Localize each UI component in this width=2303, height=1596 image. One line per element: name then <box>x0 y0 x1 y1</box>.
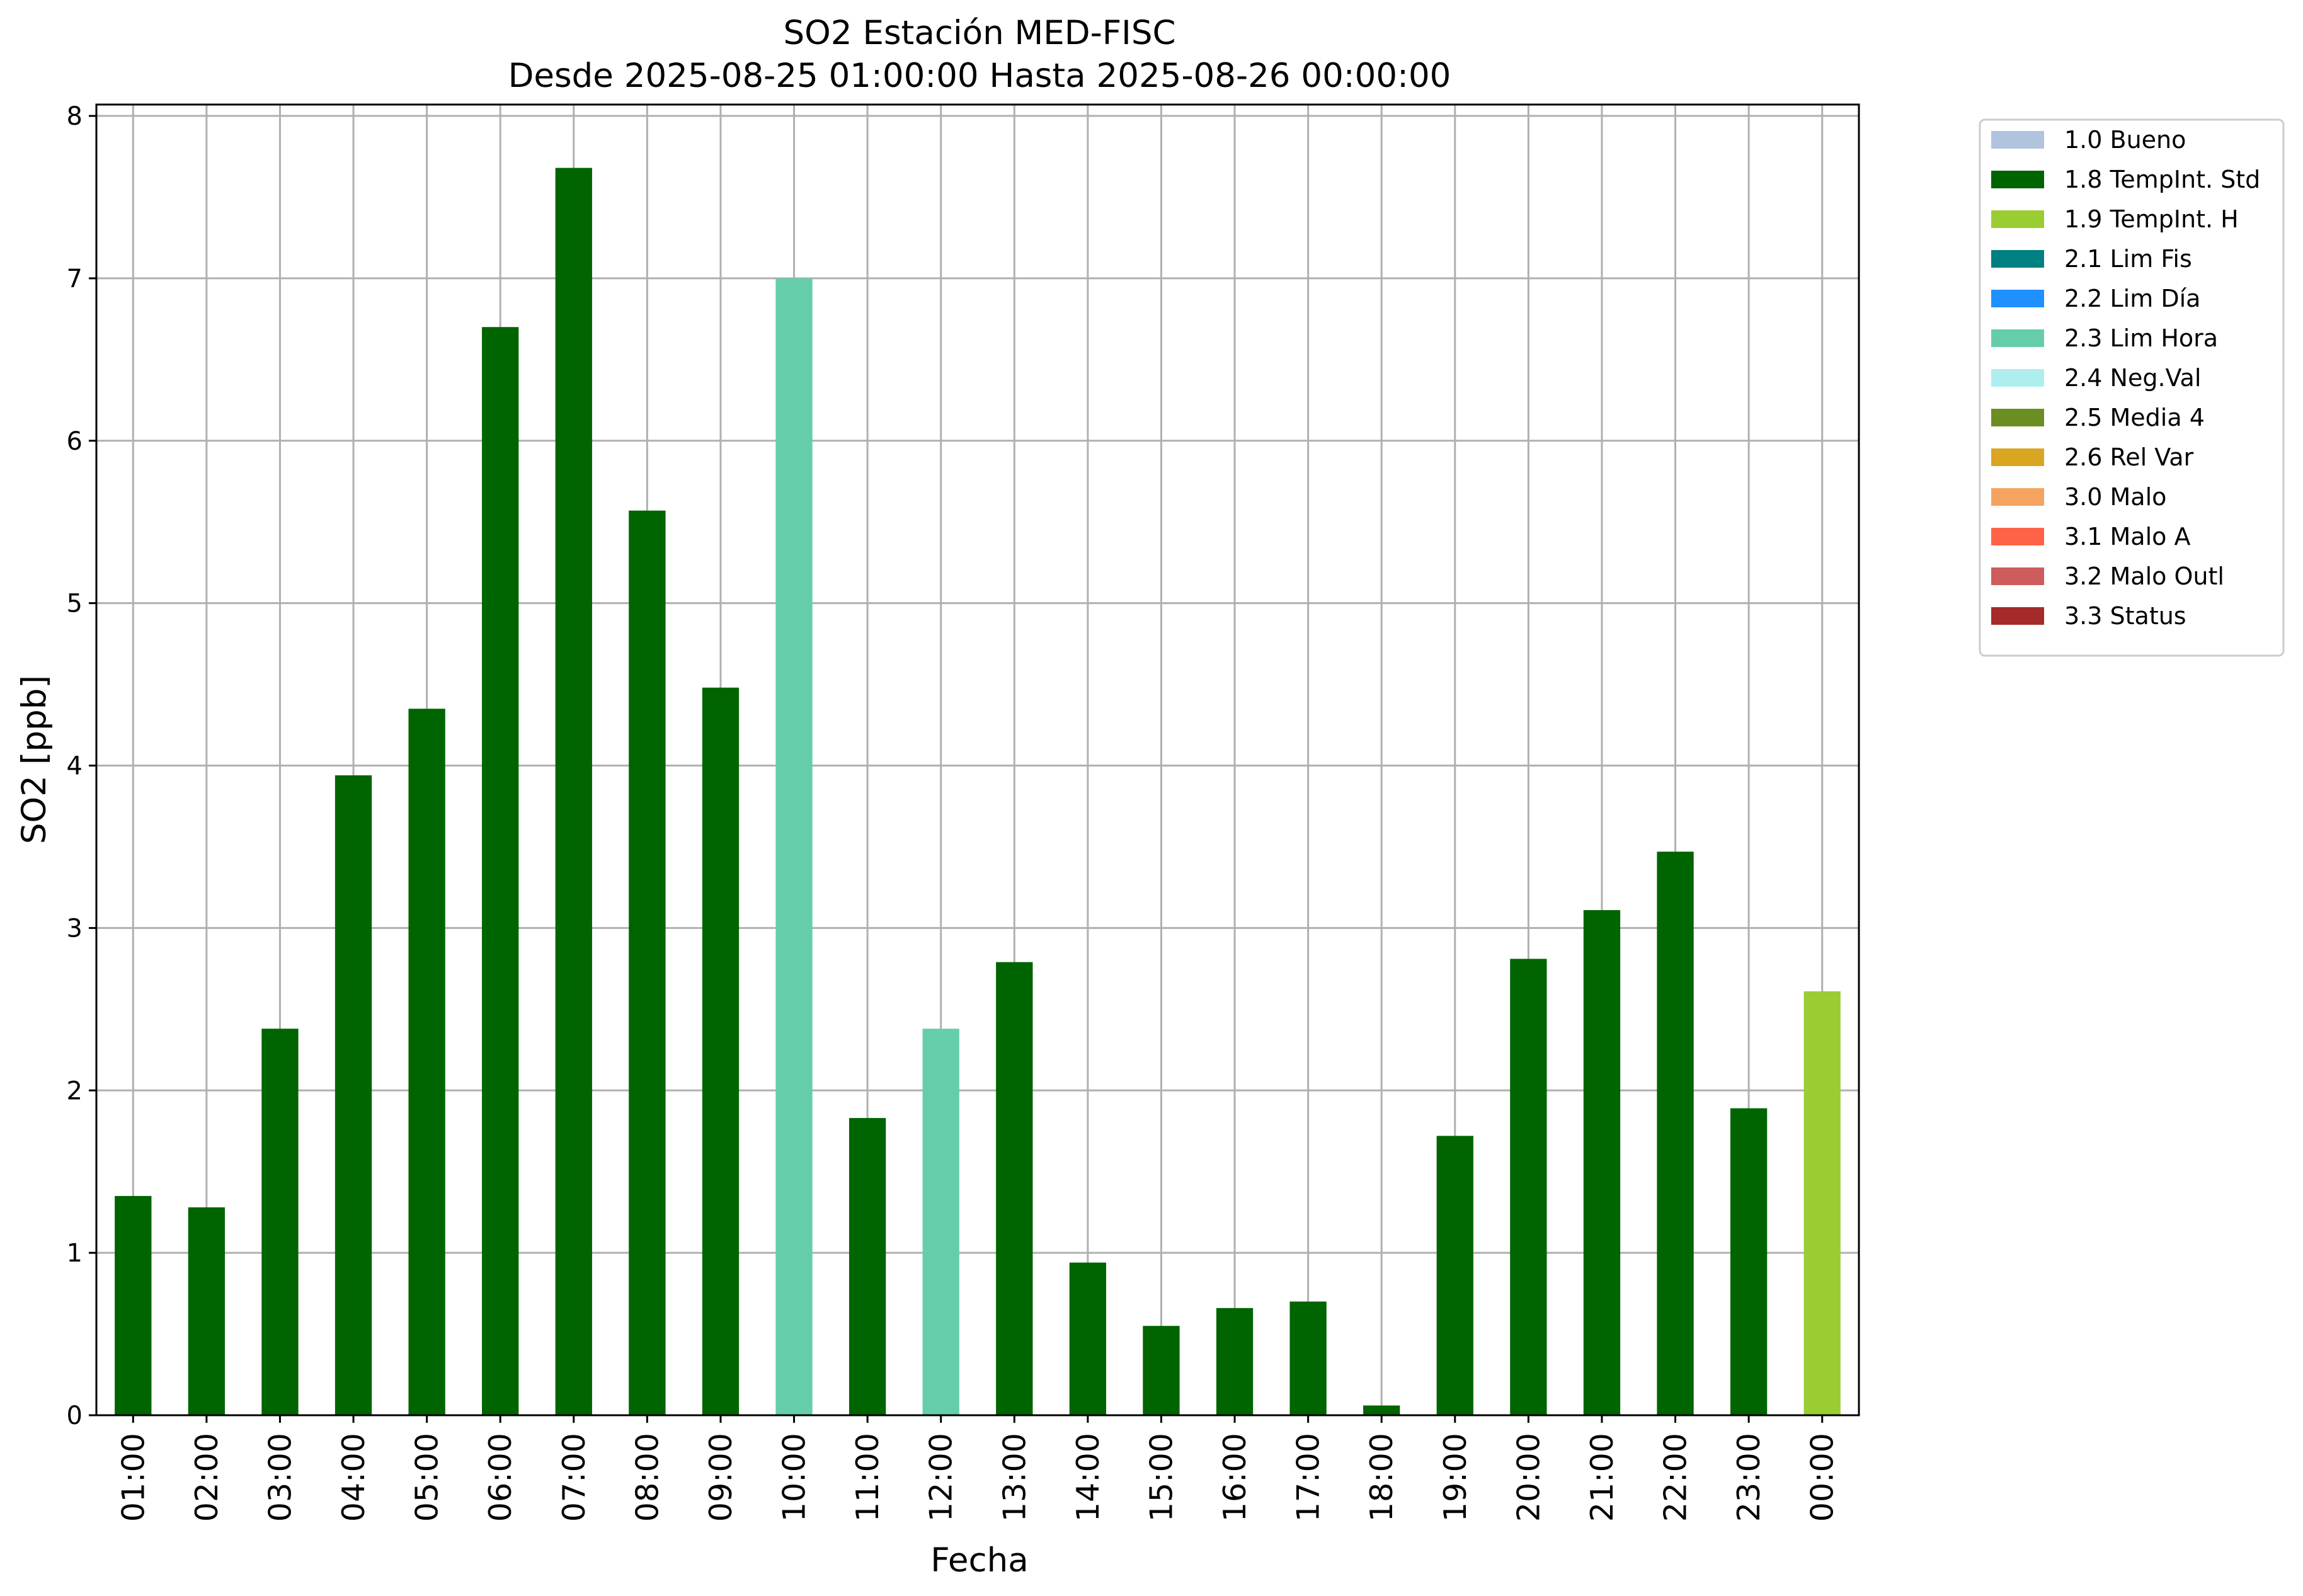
bar <box>482 327 519 1415</box>
bar <box>1143 1326 1180 1415</box>
x-tick-label: 13:00 <box>997 1433 1032 1522</box>
x-tick-label: 17:00 <box>1291 1433 1327 1522</box>
x-tick-label: 19:00 <box>1437 1433 1473 1522</box>
x-tick-label: 23:00 <box>1731 1433 1767 1522</box>
bar <box>408 709 445 1415</box>
legend-swatch <box>1991 210 2044 228</box>
bar <box>1803 991 1841 1415</box>
bar <box>775 278 813 1416</box>
bar <box>1657 852 1694 1415</box>
x-tick-label: 16:00 <box>1217 1433 1253 1522</box>
legend-label: 3.1 Malo A <box>2064 523 2190 550</box>
y-tick-label: 0 <box>67 1401 83 1430</box>
x-axis: 01:00 02:00 03:00 04:00 05:00 06:00 07:00 08:00… <box>115 1415 1841 1522</box>
legend-label: 2.3 Lim Hora <box>2064 324 2218 352</box>
legend: 1.0 Bueno 1.8 TempInt. Std 1.9 TempInt. H 2… <box>1979 118 2285 657</box>
legend-label: 2.4 Neg.Val <box>2064 364 2201 392</box>
legend-label: 1.8 TempInt. Std <box>2064 166 2260 193</box>
bar <box>188 1207 226 1415</box>
bar <box>1730 1108 1768 1415</box>
x-tick-label: 06:00 <box>483 1433 518 1522</box>
bar <box>1069 1262 1107 1415</box>
x-tick-label: 20:00 <box>1511 1433 1546 1522</box>
legend-swatch <box>1991 409 2044 426</box>
y-tick-label: 3 <box>67 914 83 943</box>
legend-swatch <box>1991 131 2044 149</box>
x-tick-label: 01:00 <box>115 1433 151 1522</box>
legend-label: 1.0 Bueno <box>2064 126 2186 154</box>
legend-swatch <box>1991 488 2044 506</box>
bar <box>629 510 666 1415</box>
legend-frame <box>1979 118 2285 657</box>
x-tick-label: 08:00 <box>629 1433 665 1522</box>
y-tick-label: 6 <box>67 427 83 456</box>
bar <box>1436 1136 1473 1415</box>
legend-label: 2.5 Media 4 <box>2064 404 2205 431</box>
y-tick-label: 1 <box>67 1239 83 1268</box>
bar <box>702 687 740 1415</box>
x-tick-label: 04:00 <box>336 1433 372 1522</box>
x-tick-label: 07:00 <box>556 1433 592 1522</box>
y-axis-label: SO2 [ppb] <box>15 675 54 844</box>
legend-label: 3.2 Malo Outl <box>2064 562 2224 590</box>
legend-swatch <box>1991 171 2044 188</box>
x-tick-label: 22:00 <box>1658 1433 1694 1522</box>
bar <box>849 1118 886 1415</box>
legend-label: 3.3 Status <box>2064 602 2186 630</box>
bar <box>1216 1308 1254 1415</box>
y-axis: 0 1 2 3 4 5 6 7 8 <box>67 102 96 1430</box>
x-tick-label: 00:00 <box>1805 1433 1841 1522</box>
x-tick-label: 15:00 <box>1143 1433 1179 1522</box>
x-tick-label: 09:00 <box>703 1433 739 1522</box>
bar <box>1583 910 1621 1415</box>
x-tick-label: 12:00 <box>923 1433 959 1522</box>
chart-subtitle: Desde 2025-08-25 01:00:00 Hasta 2025-08-… <box>508 57 1451 95</box>
bar <box>334 775 372 1415</box>
bar <box>922 1029 959 1415</box>
legend-swatch <box>1991 250 2044 268</box>
y-tick-label: 2 <box>67 1076 83 1105</box>
bar <box>1289 1301 1327 1415</box>
x-tick-label: 18:00 <box>1364 1433 1400 1522</box>
x-tick-label: 14:00 <box>1070 1433 1106 1522</box>
plot-frame <box>95 103 1860 1416</box>
x-tick-label: 21:00 <box>1584 1433 1620 1522</box>
bar <box>996 962 1033 1415</box>
bar <box>115 1195 152 1415</box>
legend-label: 2.1 Lim Fis <box>2064 245 2192 273</box>
x-axis-label: Fecha <box>930 1541 1028 1580</box>
legend-swatch <box>1991 607 2044 625</box>
bar <box>555 168 592 1415</box>
legend-swatch <box>1991 369 2044 387</box>
legend-swatch <box>1991 567 2044 585</box>
chart-title: SO2 Estación MED-FISC <box>784 14 1176 52</box>
legend-swatch <box>1991 528 2044 545</box>
y-tick-label: 8 <box>67 102 83 131</box>
legend-label: 2.2 Lim Día <box>2064 285 2200 312</box>
x-tick-label: 02:00 <box>189 1433 225 1522</box>
x-tick-label: 11:00 <box>850 1433 886 1522</box>
y-tick-label: 7 <box>67 265 83 294</box>
bars-group <box>115 168 1841 1416</box>
y-tick-label: 4 <box>67 752 83 781</box>
legend-swatch <box>1991 448 2044 466</box>
x-tick-label: 10:00 <box>777 1433 813 1522</box>
bar <box>1363 1405 1400 1415</box>
x-tick-label: 03:00 <box>262 1433 298 1522</box>
x-tick-label: 05:00 <box>409 1433 445 1522</box>
bar <box>261 1029 299 1415</box>
legend-swatch <box>1991 329 2044 347</box>
legend-label: 2.6 Rel Var <box>2064 443 2194 471</box>
bar <box>1510 959 1547 1415</box>
legend-label: 3.0 Malo <box>2064 483 2166 511</box>
y-tick-label: 5 <box>67 590 83 618</box>
legend-label: 1.9 TempInt. H <box>2064 205 2239 233</box>
legend-swatch <box>1991 290 2044 307</box>
